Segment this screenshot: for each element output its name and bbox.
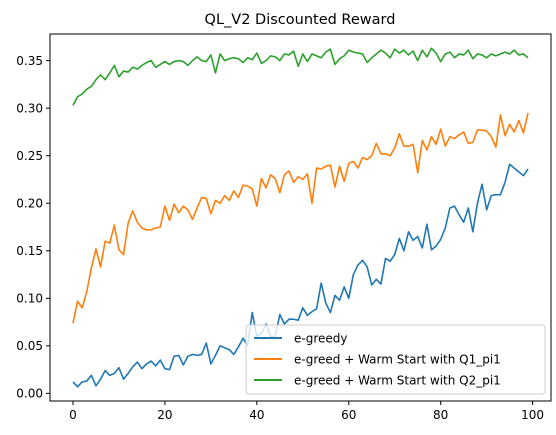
series-line-2	[73, 113, 528, 323]
x-tick-label: 60	[341, 408, 356, 422]
y-tick-label: 0.20	[16, 197, 43, 211]
y-tick-label: 0.30	[16, 101, 43, 115]
series-3	[73, 48, 528, 105]
series-line-3	[73, 48, 528, 105]
y-tick-label: 0.00	[16, 387, 43, 401]
legend: e-greedy e-greed + Warm Start with Q1_pi1…	[246, 325, 545, 394]
x-tick-label: 20	[157, 408, 172, 422]
legend-label: e-greedy	[294, 331, 347, 345]
chart-title: QL_V2 Discounted Reward	[205, 12, 396, 28]
series-2	[73, 113, 528, 323]
y-axis: 0.00 0.05 0.10 0.15 0.20 0.25 0.30 0.35	[16, 54, 50, 401]
legend-label: e-greed + Warm Start with Q2_pi1	[294, 373, 501, 387]
x-tick-label: 80	[433, 408, 448, 422]
x-tick-label: 0	[69, 408, 77, 422]
y-tick-label: 0.35	[16, 54, 43, 68]
y-tick-label: 0.10	[16, 292, 43, 306]
y-tick-label: 0.05	[16, 339, 43, 353]
y-tick-label: 0.25	[16, 149, 43, 163]
x-axis: 0 20 40 60 80 100	[69, 401, 544, 422]
x-tick-label: 40	[249, 408, 264, 422]
y-tick-label: 0.15	[16, 244, 43, 258]
x-tick-label: 100	[521, 408, 544, 422]
legend-label: e-greed + Warm Start with Q1_pi1	[294, 352, 501, 366]
